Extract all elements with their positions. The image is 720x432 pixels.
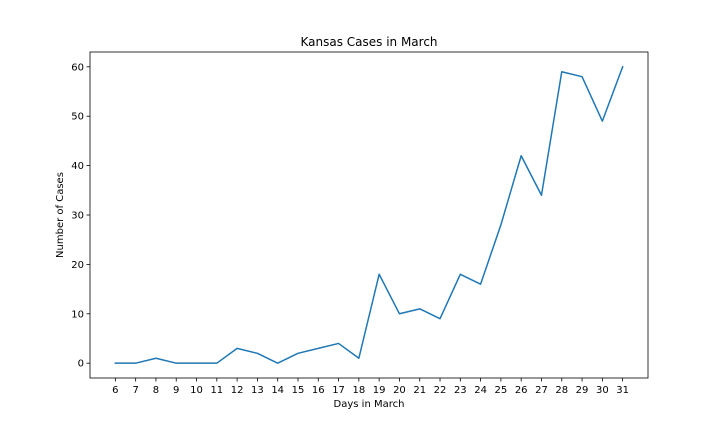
x-tick-label-25: 25 (495, 385, 508, 396)
plot-frame (89, 51, 649, 379)
y-tick-label-30: 30 (71, 211, 84, 222)
x-tick-label-20: 20 (393, 385, 406, 396)
y-tick-label-10: 10 (71, 309, 84, 320)
x-tick-label-29: 29 (576, 385, 589, 396)
x-tick-label-15: 15 (292, 385, 305, 396)
x-tick-label-16: 16 (312, 385, 325, 396)
y-tick-label-20: 20 (71, 260, 84, 271)
x-tick-label-14: 14 (271, 385, 284, 396)
x-tick-label-24: 24 (474, 385, 487, 396)
y-axis-label: Number of Cases (55, 172, 66, 258)
y-tick-label-40: 40 (71, 161, 84, 172)
x-tick-label-12: 12 (231, 385, 244, 396)
x-tick-label-13: 13 (251, 385, 264, 396)
x-tick-label-26: 26 (515, 385, 528, 396)
y-tick-label-0: 0 (78, 359, 84, 370)
x-tick-label-18: 18 (352, 385, 365, 396)
x-tick-label-28: 28 (555, 385, 568, 396)
y-tick-label-60: 60 (71, 62, 84, 73)
chart-title: Kansas Cases in March (300, 35, 437, 49)
x-tick-label-7: 7 (132, 385, 138, 396)
x-tick-label-23: 23 (454, 385, 467, 396)
x-axis-label: Days in March (334, 399, 405, 410)
x-tick-label-27: 27 (535, 385, 548, 396)
x-tick-label-19: 19 (373, 385, 386, 396)
x-tick-label-10: 10 (190, 385, 203, 396)
x-tick-label-21: 21 (413, 385, 426, 396)
x-tick-label-8: 8 (153, 385, 159, 396)
x-tick-label-17: 17 (332, 385, 345, 396)
x-tick-label-9: 9 (173, 385, 179, 396)
x-tick-label-30: 30 (596, 385, 609, 396)
x-tick-label-11: 11 (210, 385, 223, 396)
x-tick-label-6: 6 (112, 385, 118, 396)
x-tick-label-22: 22 (434, 385, 447, 396)
x-tick-label-31: 31 (616, 385, 629, 396)
series-line-0 (114, 65, 624, 364)
y-tick-label-50: 50 (71, 112, 84, 123)
plot-area: 6 7 8 9 10 11 12 13 14 15 16 17 18 19 20 21 22 23 24 25 26 27… (71, 51, 649, 396)
